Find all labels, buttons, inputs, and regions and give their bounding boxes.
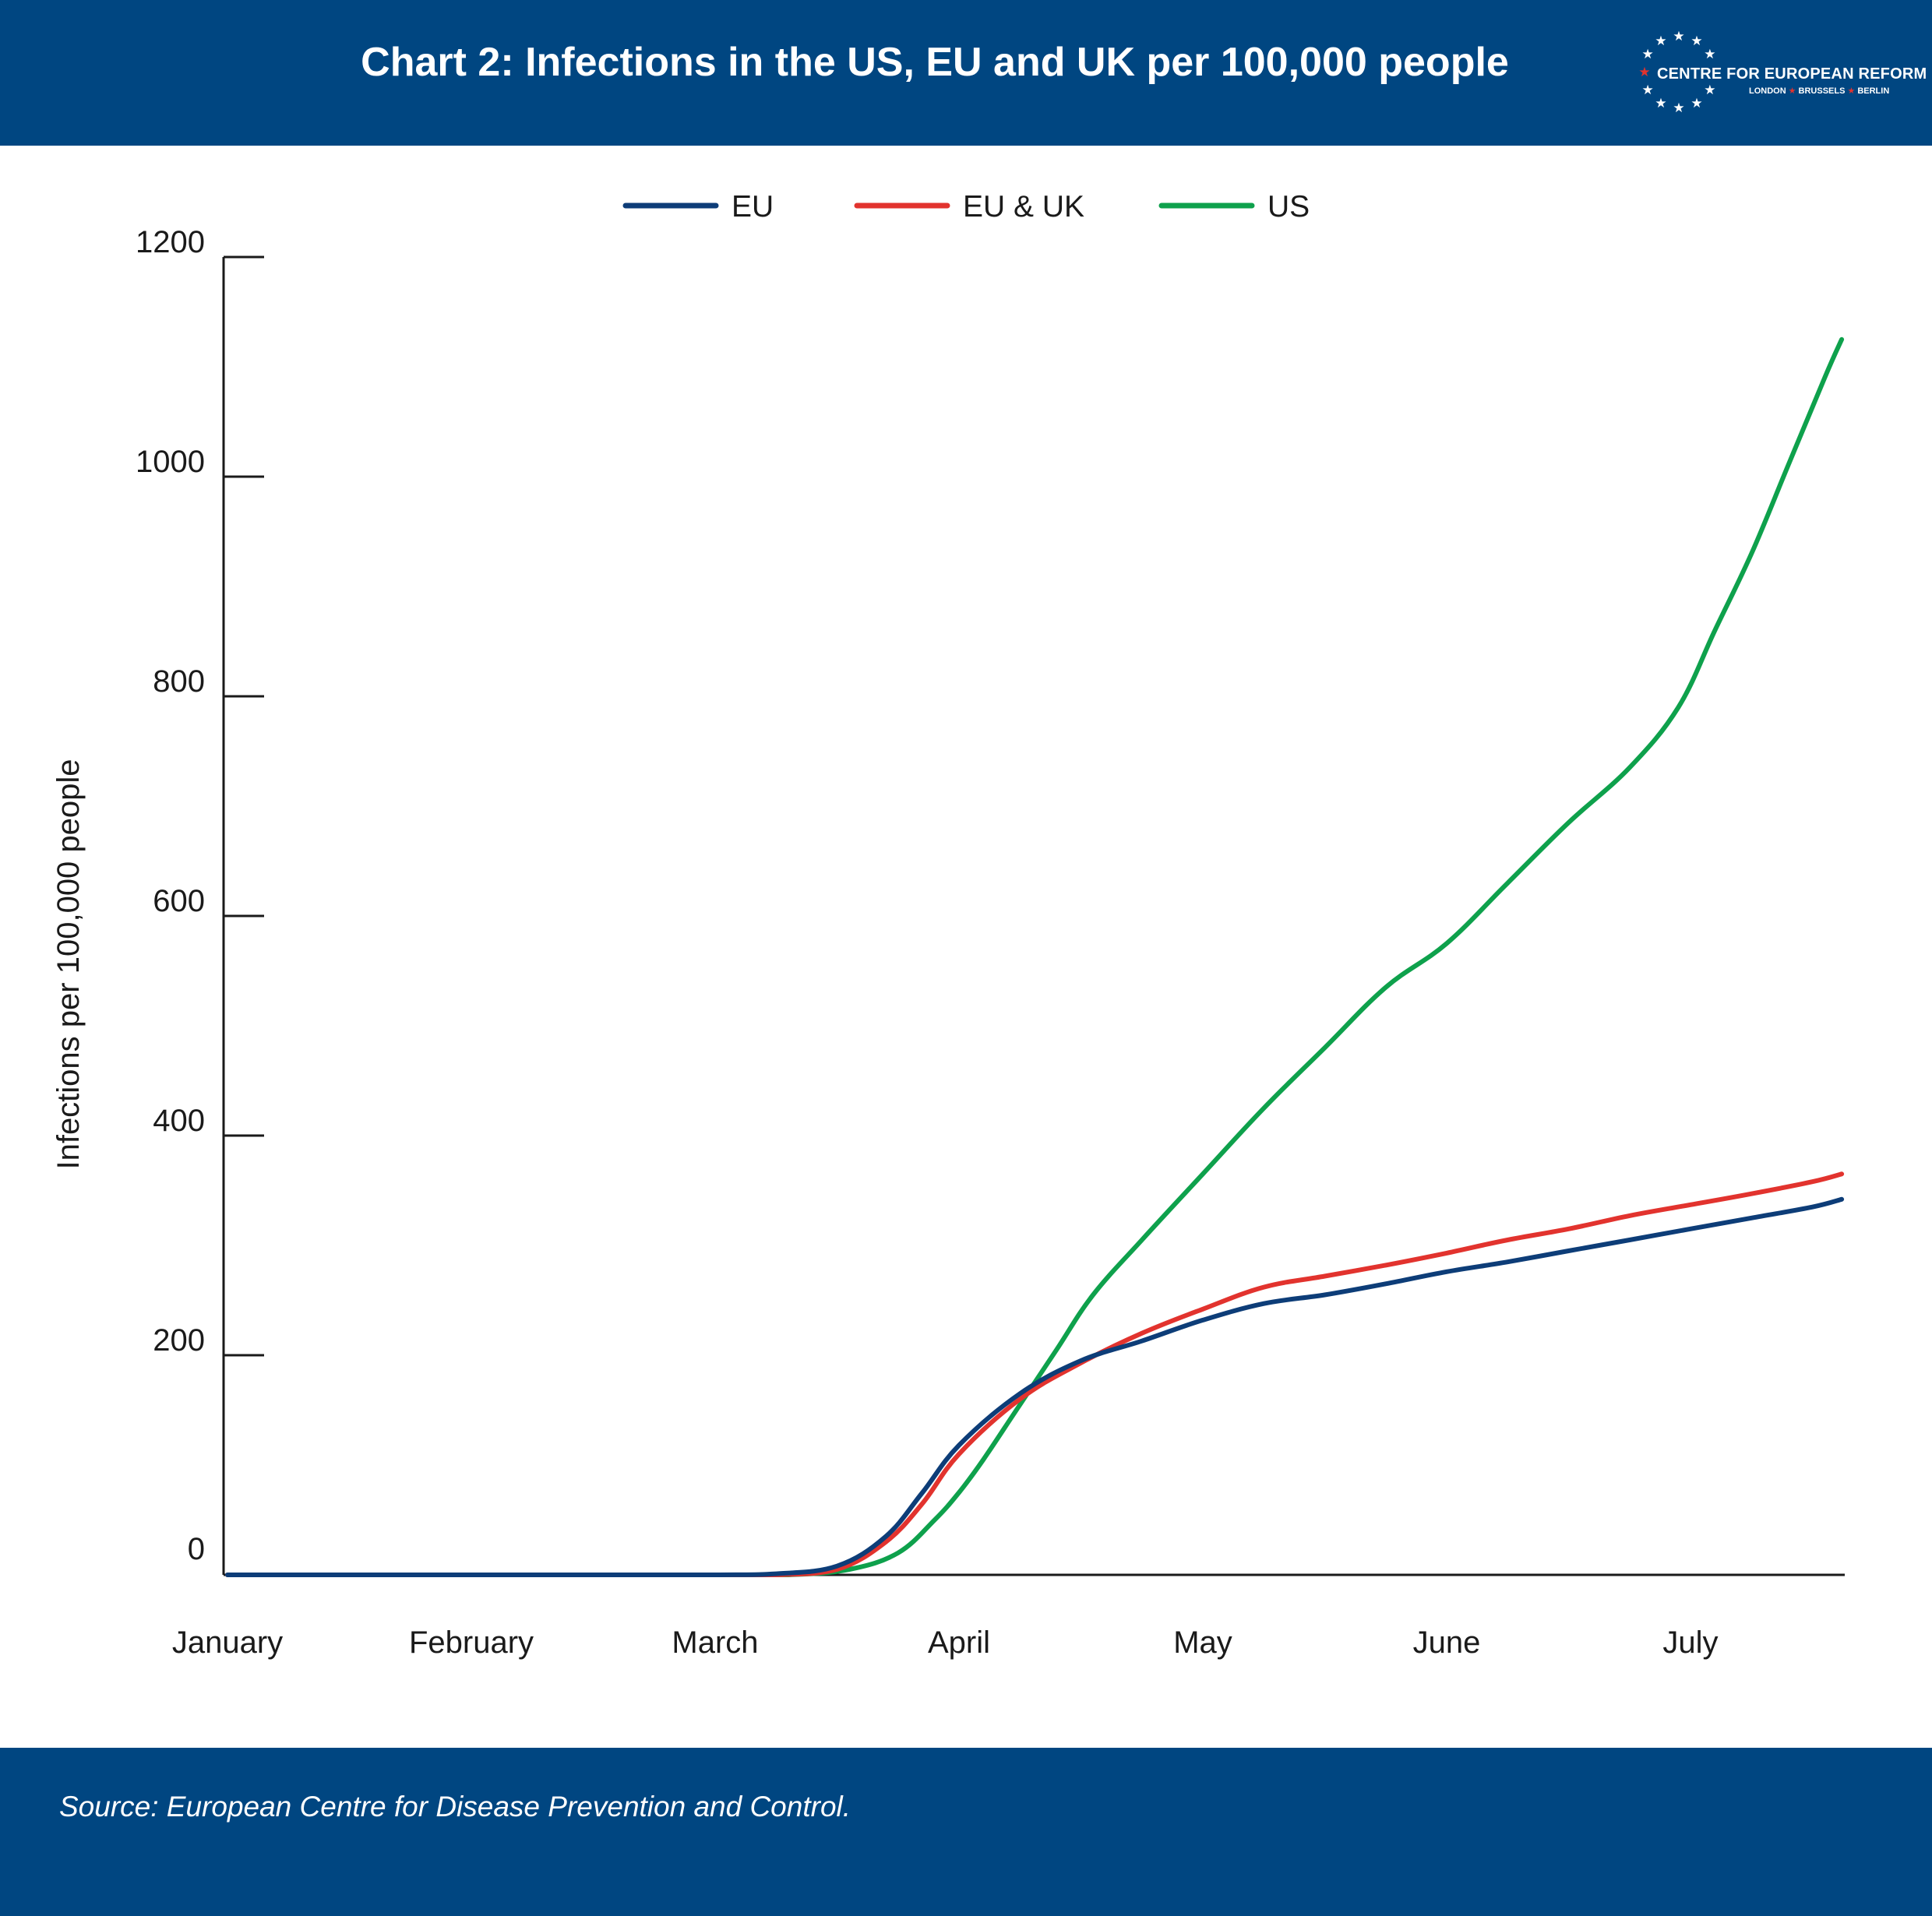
- star-icon: ★: [1642, 47, 1654, 62]
- legend-label: EU & UK: [963, 190, 1084, 224]
- legend-label: US: [1267, 190, 1310, 224]
- logo-cities: LONDON ★ BRUSSELS ★ BERLIN: [1749, 86, 1889, 96]
- star-icon: ★: [1704, 47, 1715, 62]
- series-line-eu: [225, 1196, 1845, 1578]
- chart-title: Chart 2: Infections in the US, EU and UK…: [361, 40, 1509, 85]
- y-tick-label: 400: [153, 1104, 205, 1138]
- cer-logo: ★ ★ ★ ★ ★ ★ ★ ★ ★ ★ ★ CENTRE FOR EUROPEAN REFORM L…: [1632, 28, 1927, 115]
- red-star-icon: ★: [1847, 86, 1856, 96]
- star-icon: ★: [1690, 33, 1702, 49]
- series-lines: [225, 336, 1845, 1578]
- x-tick-label: March: [672, 1625, 758, 1660]
- logo-city-berlin: BERLIN: [1857, 86, 1890, 96]
- red-star-icon: ★: [1638, 65, 1650, 80]
- star-icon: ★: [1655, 96, 1666, 111]
- logo-name: CENTRE FOR EUROPEAN REFORM: [1657, 65, 1927, 83]
- y-axis-title: Infections per 100,000 people: [51, 759, 86, 1169]
- eu-stars-icon: ★ ★★★★★★★★★★: [1638, 29, 1715, 115]
- x-tick-label: February: [409, 1625, 534, 1660]
- logo-city-brussels: BRUSSELS: [1798, 86, 1846, 96]
- x-tick-label: January: [172, 1625, 283, 1660]
- y-tick-label: 0: [188, 1532, 205, 1566]
- y-tick-label: 1000: [136, 445, 205, 479]
- line-chart: EU EU & UK US 0 200 400 600 800 1000 1200 January…: [51, 190, 1845, 1660]
- y-tick-label: 200: [153, 1323, 205, 1358]
- x-tick-label: May: [1173, 1625, 1232, 1660]
- legend-label: EU: [732, 190, 774, 224]
- source-note: Source: European Centre for Disease Prev…: [59, 1791, 851, 1823]
- y-tick-label: 600: [153, 884, 205, 918]
- axes: 0 200 400 600 800 1000 1200 January February Marc…: [136, 225, 1845, 1660]
- star-icon: ★: [1704, 83, 1715, 98]
- footer-bar: Source: European Centre for Disease Prev…: [0, 1748, 1932, 1916]
- star-icon: ★: [1655, 33, 1666, 49]
- star-icon: ★: [1690, 96, 1702, 111]
- x-tick-label: June: [1413, 1625, 1481, 1660]
- y-tick-label: 800: [153, 664, 205, 699]
- x-tick-label: July: [1662, 1625, 1718, 1660]
- star-icon: ★: [1642, 83, 1654, 98]
- logo-city-london: LONDON: [1749, 86, 1786, 96]
- red-star-icon: ★: [1788, 86, 1796, 96]
- header-bar: Chart 2: Infections in the US, EU and UK…: [0, 0, 1932, 146]
- star-icon: ★: [1673, 100, 1684, 115]
- series-line-eu-uk: [225, 1171, 1845, 1578]
- y-tick-label: 1200: [136, 225, 205, 259]
- star-icon: ★: [1673, 29, 1684, 44]
- x-tick-label: April: [928, 1625, 990, 1660]
- legend: EU EU & UK US: [622, 190, 1310, 224]
